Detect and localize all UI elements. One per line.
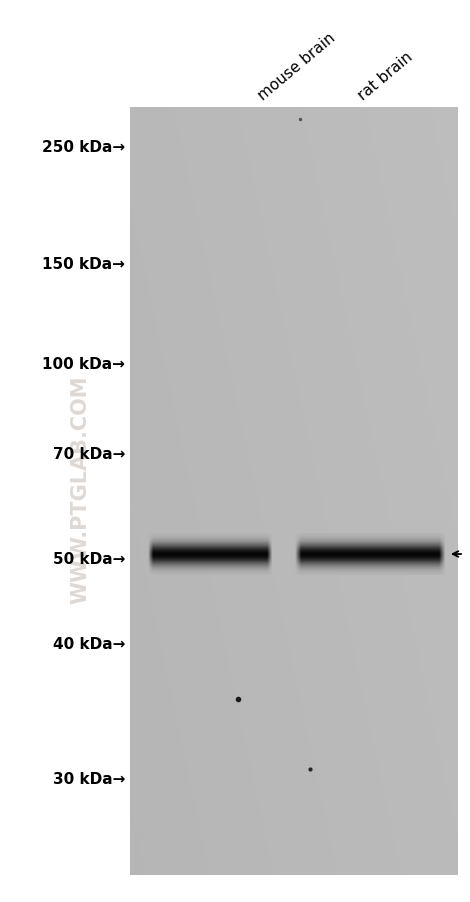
Text: 150 kDa→: 150 kDa→ (42, 257, 125, 272)
Text: 30 kDa→: 30 kDa→ (53, 771, 125, 787)
Text: 70 kDa→: 70 kDa→ (53, 447, 125, 462)
Text: 50 kDa→: 50 kDa→ (53, 552, 125, 566)
Text: rat brain: rat brain (355, 49, 415, 103)
Text: 250 kDa→: 250 kDa→ (42, 141, 125, 155)
Text: WWW.PTGLAB.COM: WWW.PTGLAB.COM (70, 375, 90, 603)
Text: 40 kDa→: 40 kDa→ (53, 637, 125, 652)
Text: mouse brain: mouse brain (255, 30, 338, 103)
Text: 100 kDa→: 100 kDa→ (42, 357, 125, 373)
